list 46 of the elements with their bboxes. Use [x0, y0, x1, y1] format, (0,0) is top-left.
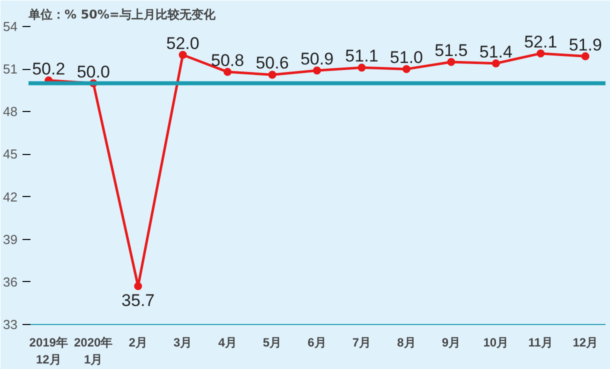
- point: [581, 52, 590, 60]
- x-tick-label: 10月: [483, 336, 509, 350]
- point: [134, 282, 142, 290]
- point: [313, 66, 321, 74]
- data-label: 52.0: [166, 34, 200, 53]
- x-tick-label: 2020年 1月: [74, 336, 113, 366]
- data-label: 51.9: [568, 35, 602, 54]
- y-tick-label: 45: [3, 146, 18, 162]
- y-tick-label: 51: [3, 62, 18, 77]
- x-tick-label: 9月: [442, 336, 461, 350]
- point: [268, 70, 276, 79]
- x-tick-label: 2019年 12月: [29, 336, 68, 366]
- x-tick-label: 8月: [397, 336, 416, 350]
- point: [492, 59, 500, 68]
- data-label: 51.0: [390, 48, 424, 68]
- x-tick-label: 2月: [128, 336, 148, 350]
- data-label: 52.1: [524, 32, 558, 52]
- x-tick-label: 4月: [218, 336, 237, 350]
- data-label: 50.9: [300, 49, 334, 68]
- y-tick-label: 36: [3, 274, 18, 290]
- y-tick-label: 48: [3, 104, 18, 120]
- y-tick-label: 42: [3, 189, 18, 204]
- data-label: 50.6: [256, 54, 289, 73]
- data-label: 50.0: [76, 62, 110, 82]
- chart-title: 单位：% 50%=与上月比较无变化: [28, 8, 216, 22]
- data-label: 50.2: [32, 59, 66, 78]
- point: [402, 65, 410, 74]
- x-tick-label: 3月: [173, 336, 192, 350]
- x-tick-label: 12月: [572, 336, 598, 350]
- x-tick-label: 5月: [262, 336, 282, 350]
- data-label: 50.8: [211, 50, 244, 70]
- x-tick-label: 6月: [308, 336, 326, 350]
- data-label: 51.5: [434, 40, 468, 60]
- point: [178, 50, 187, 59]
- point: [536, 49, 545, 58]
- point: [447, 58, 456, 66]
- x-tick-label: 11月: [528, 336, 553, 350]
- y-tick-label: 39: [3, 232, 18, 247]
- point: [358, 64, 366, 72]
- data-label: 35.7: [122, 291, 155, 310]
- point: [224, 68, 232, 76]
- y-tick-label: 54: [3, 19, 18, 34]
- y-tick-label: 33: [3, 317, 18, 332]
- data-label: 51.4: [479, 42, 512, 62]
- x-tick-label: 7月: [352, 336, 372, 350]
- data-label: 51.1: [345, 46, 378, 66]
